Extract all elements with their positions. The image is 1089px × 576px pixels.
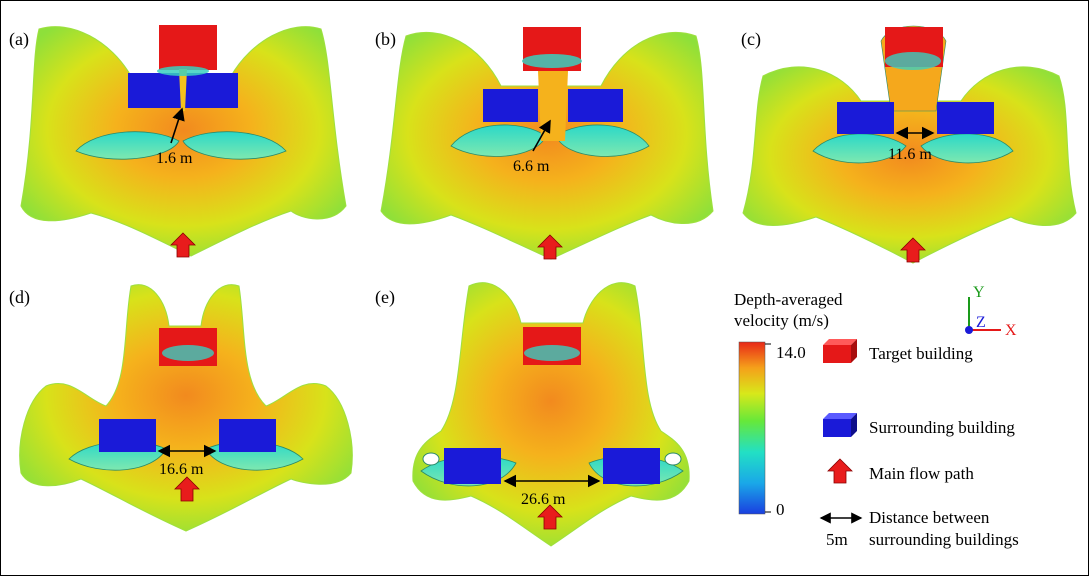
z-axis-dot xyxy=(965,326,973,334)
vortex xyxy=(522,54,582,68)
surrounding-building-left xyxy=(99,419,156,452)
legend-target-label: Target building xyxy=(869,344,973,363)
wake-right xyxy=(182,131,287,160)
vortex xyxy=(524,345,580,361)
colorbar: Depth-averaged velocity (m/s) 14.0 0 xyxy=(734,290,843,519)
wake-right xyxy=(920,133,1014,164)
legend: Target building Surrounding building Mai… xyxy=(819,339,1019,549)
flow-arrow xyxy=(174,476,200,502)
panel-label: (e) xyxy=(375,287,395,308)
surrounding-building-left xyxy=(483,89,538,122)
panel-e: 26.6 m (e) xyxy=(375,282,690,547)
panel-a: 1.6 m (a) xyxy=(9,25,347,258)
surrounding-building-right xyxy=(603,448,660,484)
panel-d: 16.6 m (d) xyxy=(9,284,353,532)
gap-pointer xyxy=(532,119,551,152)
panel-label: (a) xyxy=(9,29,29,50)
vortex xyxy=(162,345,214,361)
gap-jet xyxy=(179,69,187,111)
gap-label: 26.6 m xyxy=(521,491,566,508)
target-building xyxy=(159,25,217,70)
x-axis-label: X xyxy=(1005,322,1017,339)
surrounding-building-left xyxy=(128,73,181,108)
axis-triad: Y Z X xyxy=(965,284,1017,339)
legend-flow-icon xyxy=(827,458,853,484)
legend-distance-line2: surrounding buildings xyxy=(869,530,1019,549)
legend-surrounding-label: Surrounding building xyxy=(869,418,1015,437)
surrounding-building-right xyxy=(185,73,238,108)
gap-label: 6.6 m xyxy=(513,158,550,175)
wake-left xyxy=(75,131,180,160)
flow-field xyxy=(380,31,714,260)
panel-label: (b) xyxy=(375,29,396,50)
panel-label: (d) xyxy=(9,287,30,308)
vortex xyxy=(157,66,209,76)
vortex xyxy=(885,52,941,70)
wake-right xyxy=(555,124,650,157)
surrounding-building-right xyxy=(568,89,623,122)
surrounding-building-right xyxy=(219,419,276,452)
colorbar-title-line1: Depth-averaged xyxy=(734,290,843,309)
legend-flow-label: Main flow path xyxy=(869,464,974,483)
z-axis-label: Z xyxy=(976,314,986,331)
legend-surrounding-icon xyxy=(823,413,857,437)
surrounding-building-left xyxy=(444,448,501,484)
legend-scale-label: 5m xyxy=(826,530,848,549)
gap-label: 11.6 m xyxy=(888,146,932,163)
panel-b: 6.6 m (b) xyxy=(375,27,714,260)
hole-right xyxy=(664,452,682,466)
colorbar-max-label: 14.0 xyxy=(776,343,806,362)
colorbar-gradient xyxy=(738,341,766,515)
gap-jet xyxy=(538,71,568,141)
gap-label: 16.6 m xyxy=(159,461,204,478)
flow-arrow xyxy=(537,504,563,530)
flow-arrow xyxy=(537,234,563,260)
flow-arrow xyxy=(900,237,926,263)
surrounding-building-left xyxy=(837,102,894,134)
wake-left xyxy=(812,133,907,164)
flow-arrow xyxy=(170,232,196,258)
surrounding-building-right xyxy=(937,102,994,134)
colorbar-min-label: 0 xyxy=(776,500,785,519)
legend-distance-line1: Distance between xyxy=(869,508,990,527)
y-axis-label: Y xyxy=(973,284,985,301)
gap-pointer xyxy=(170,107,185,144)
panel-c: 11.6 m (c) xyxy=(741,25,1077,264)
panel-label: (c) xyxy=(741,29,761,50)
gap-label: 1.6 m xyxy=(156,150,193,167)
hole-left xyxy=(422,452,440,466)
legend-target-icon xyxy=(823,339,857,363)
colorbar-title-line2: velocity (m/s) xyxy=(734,311,829,330)
